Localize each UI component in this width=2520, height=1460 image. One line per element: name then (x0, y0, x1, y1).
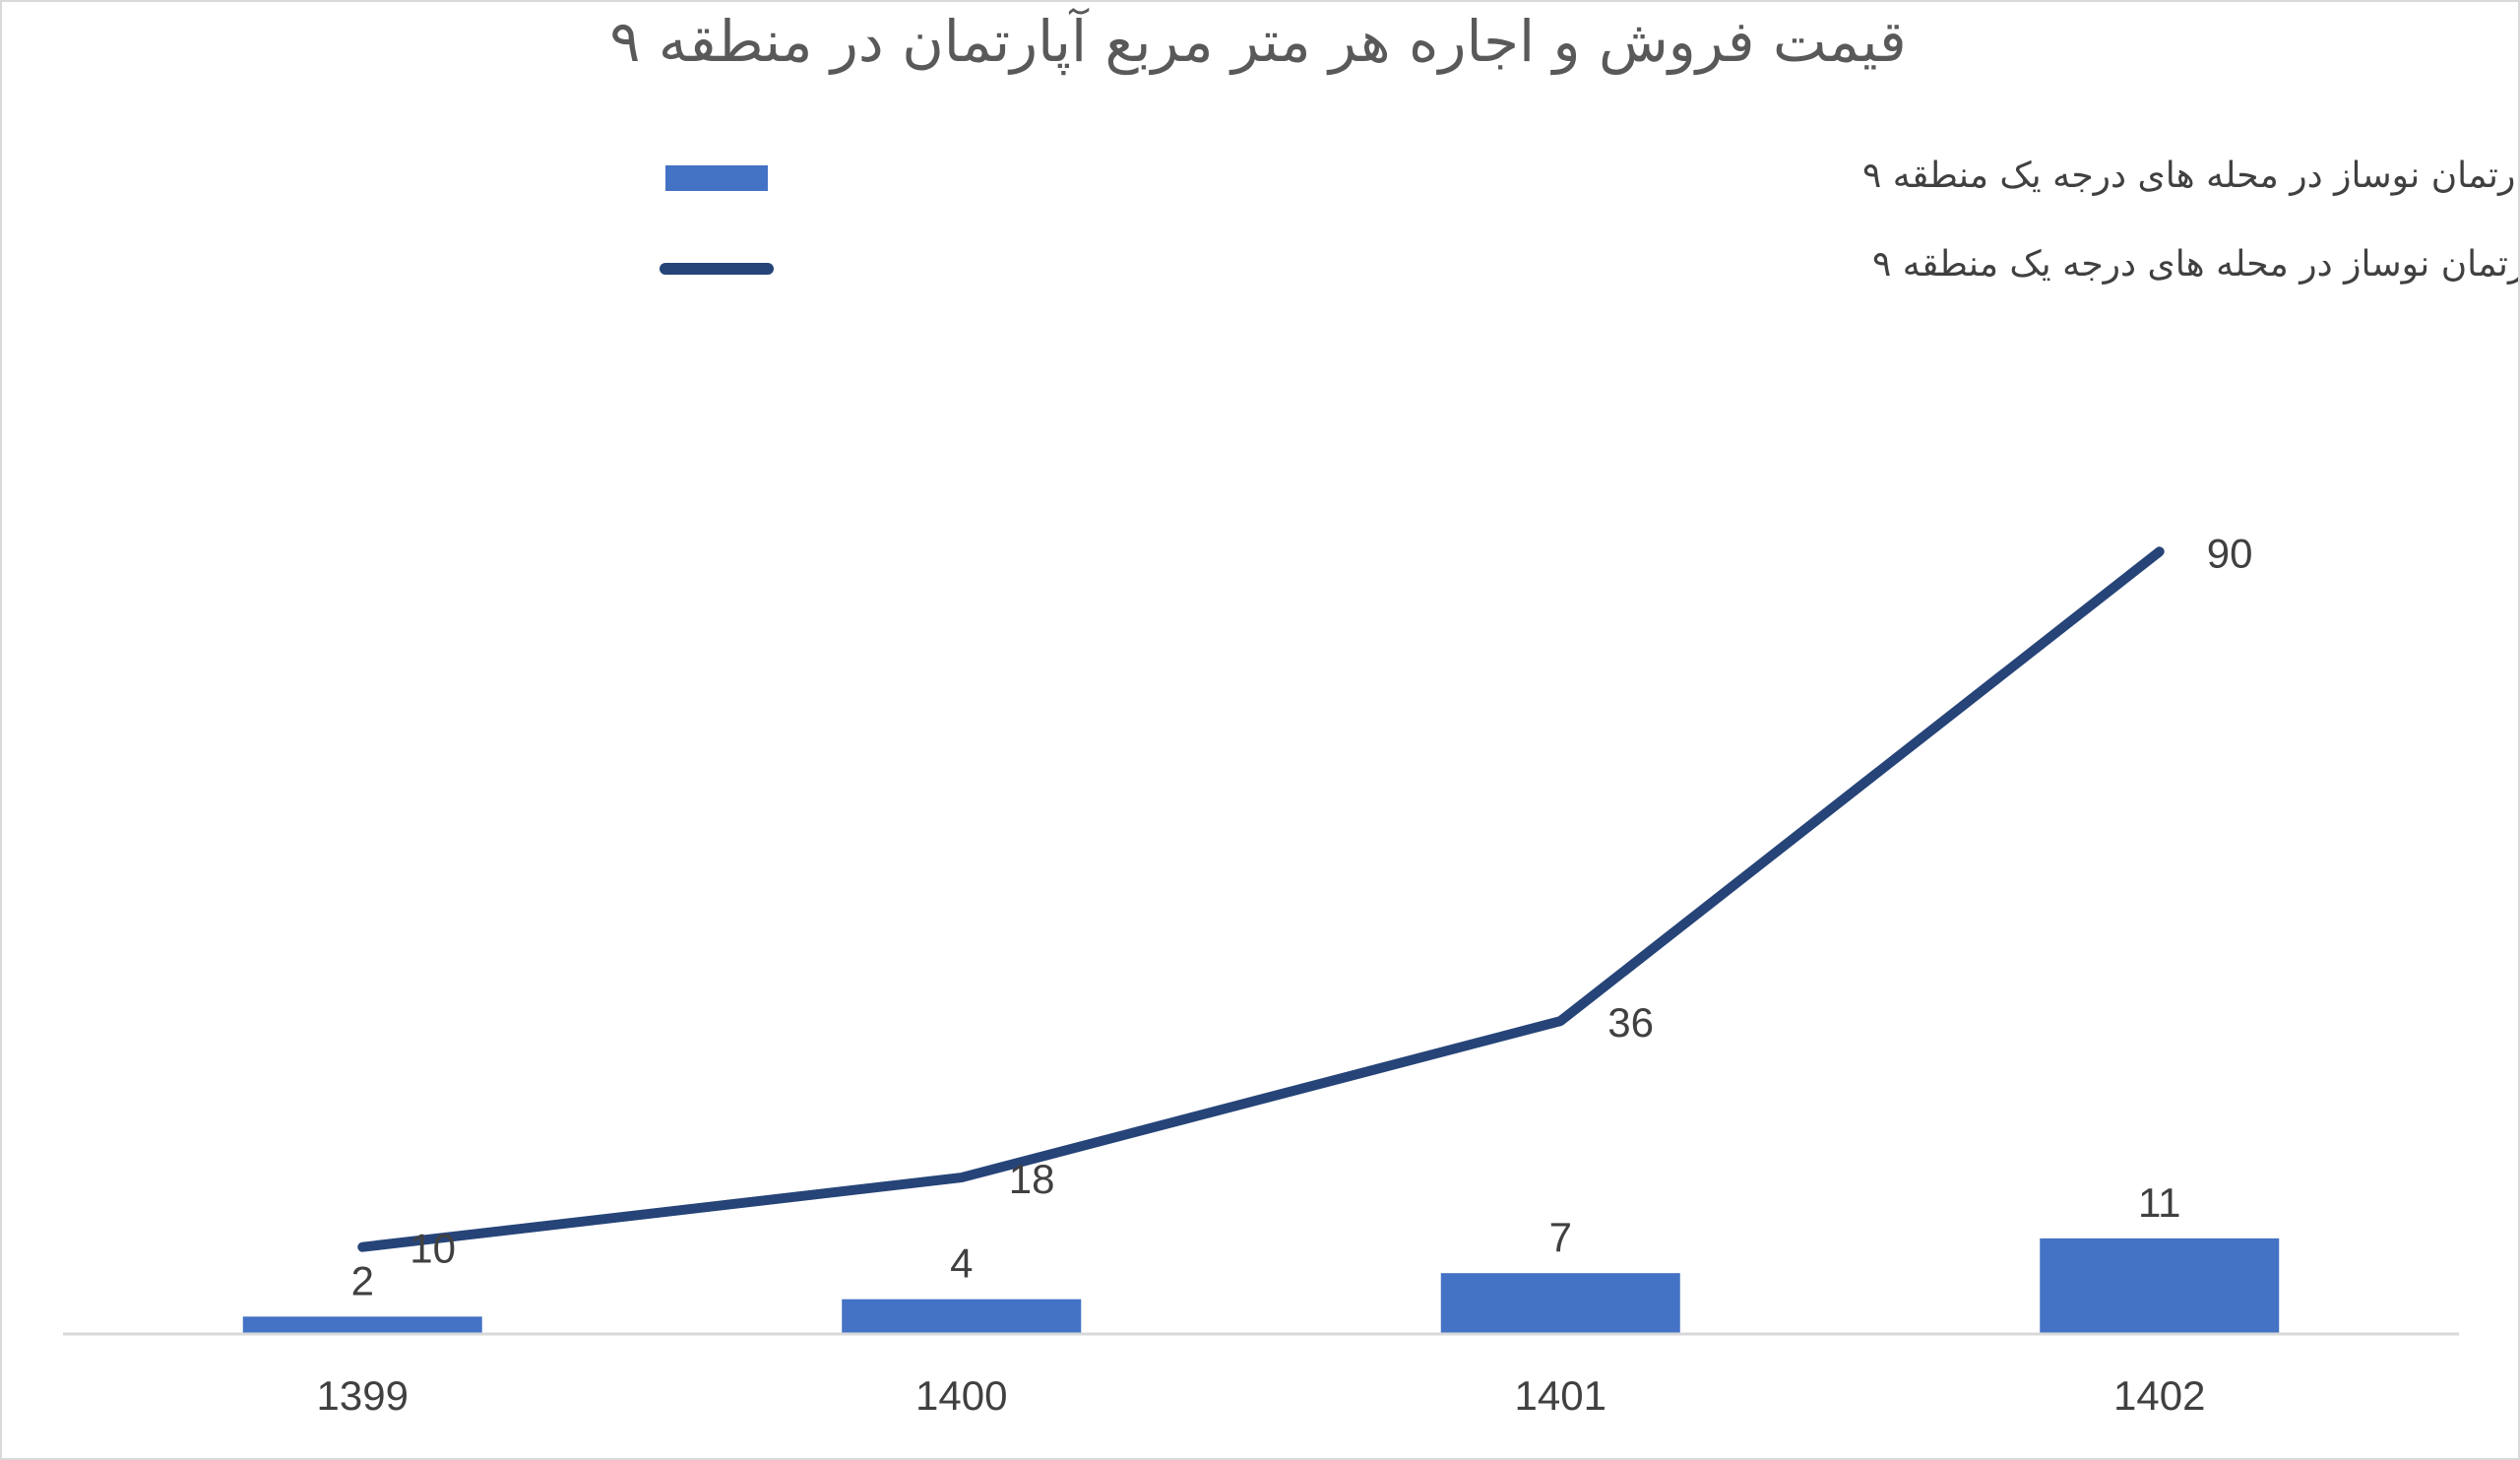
chart-title: قیمت فروش و اجاره هر متر مربع آپارتمان د… (609, 7, 1906, 76)
legend-swatch-rent (665, 165, 768, 191)
bars-layer (242, 1238, 2280, 1334)
line-sale (357, 546, 2165, 1252)
line-label-sale-1401: 36 (1607, 999, 1654, 1046)
bar-rent-1399 (242, 1316, 482, 1334)
legend-label-rent: قیمت اجاره هر متر آپارتمان نوساز در محله… (1862, 153, 2518, 196)
legend: قیمت اجاره هر متر آپارتمان نوساز در محله… (660, 153, 2518, 285)
bar-label-rent-1400: 4 (950, 1240, 973, 1287)
bar-rent-1401 (1440, 1273, 1680, 1334)
bar-label-rent-1401: 7 (1549, 1214, 1572, 1260)
line-label-sale-1400: 18 (1009, 1156, 1055, 1202)
x-tick-1402: 1402 (2113, 1372, 2205, 1419)
line-label-sale-1402: 90 (2207, 530, 2253, 576)
x-tick-1399: 1399 (317, 1372, 409, 1419)
labels-layer: 2 4 7 11 10 18 36 90 (351, 530, 2253, 1303)
bar-label-rent-1402: 11 (2138, 1179, 2181, 1226)
x-axis-ticks: 1399 1400 1401 1402 (317, 1372, 2206, 1419)
x-tick-1401: 1401 (1515, 1372, 1606, 1419)
legend-label-sale: قیمت فروش هر متر آپارتمان نوساز در محله … (1872, 241, 2518, 285)
bar-rent-1402 (2040, 1238, 2280, 1334)
line-label-sale-1399: 10 (410, 1226, 456, 1272)
x-tick-1400: 1400 (915, 1372, 1007, 1419)
bar-label-rent-1399: 2 (351, 1257, 374, 1303)
line-layer (357, 546, 2165, 1252)
bar-rent-1400 (842, 1299, 1082, 1334)
